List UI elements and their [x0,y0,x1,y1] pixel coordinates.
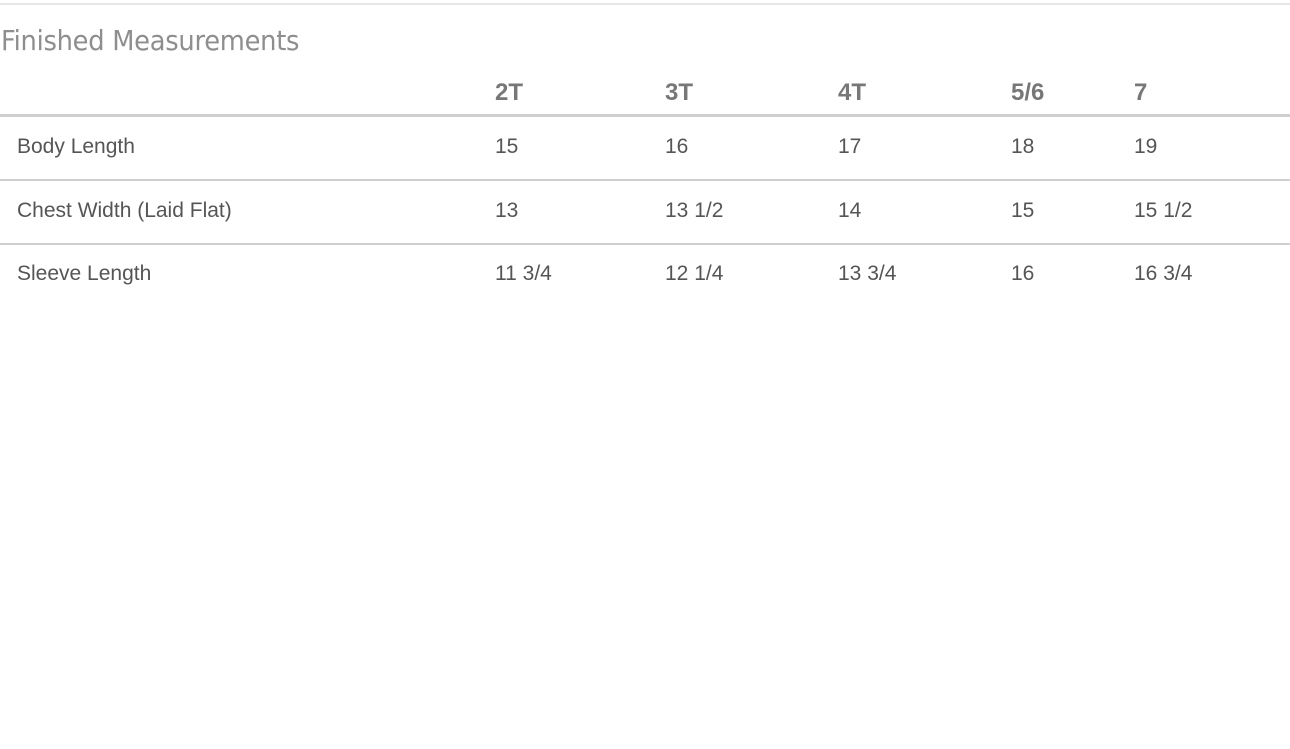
table-row: Chest Width (Laid Flat) 13 13 1/2 14 15 15 1/… [0,179,1290,245]
table-cell: 13 3/4 [838,262,897,285]
row-label: Chest Width (Laid Flat) [17,198,232,222]
table-cell: 12 1/4 [665,262,724,285]
table-cell: 13 1/2 [665,198,724,222]
table-row: Sleeve Length 11 3/4 12 1/4 13 3/4 16 16 3/4 [0,242,1290,306]
table-cell: 14 [838,198,862,222]
table-cell: 16 [665,135,689,158]
table-cell: 18 [1011,135,1035,158]
table-cell: 11 3/4 [495,262,552,285]
table-cell: 15 1/2 [1134,198,1193,222]
table-cell: 16 3/4 [1134,262,1193,285]
table-cell: 17 [838,135,862,158]
table-row: Body Length 15 16 17 18 19 [0,115,1290,181]
section-title: Finished Measurements [1,24,300,57]
column-header: 3T [665,79,694,106]
table-cell: 16 [1011,262,1035,285]
column-header: 5/6 [1011,79,1045,106]
table-cell: 13 [495,198,519,222]
column-header: 7 [1134,79,1148,106]
table-header-row: 2T 3T 4T 5/6 7 [0,70,1290,117]
column-header: 4T [838,79,867,106]
table-cell: 15 [1011,198,1035,222]
row-label: Body Length [17,135,135,158]
table-cell: 19 [1134,135,1158,158]
top-divider [0,3,1290,5]
row-label: Sleeve Length [17,262,152,285]
table-cell: 15 [495,135,519,158]
column-header: 2T [495,79,524,106]
